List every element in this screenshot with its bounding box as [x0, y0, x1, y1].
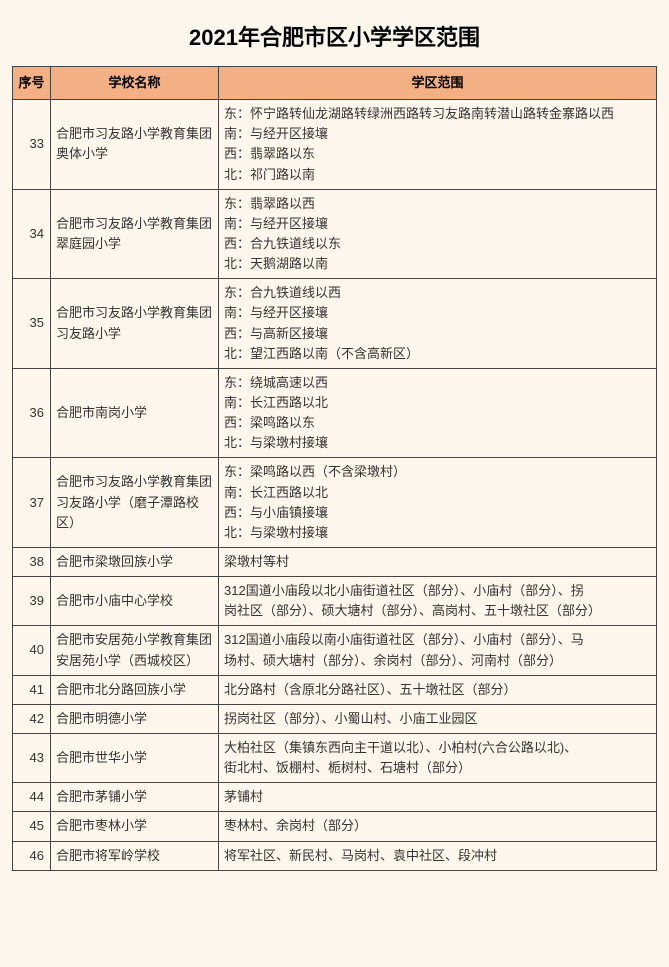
scope-line: 南：与经开区接壤 [224, 214, 651, 234]
cell-school-name: 合肥市习友路小学教育集团习友路小学（磨子潭路校区） [51, 458, 219, 548]
cell-district-scope: 东：梁鸣路以西（不含梁墩村）南：长江西路以北西：与小庙镇接壤北：与梁墩村接壤 [219, 458, 657, 548]
table-row: 38合肥市梁墩回族小学梁墩村等村 [13, 547, 657, 576]
scope-line: 西：合九铁道线以东 [224, 234, 651, 254]
cell-index: 33 [13, 100, 51, 190]
cell-district-scope: 北分路村（含原北分路社区）、五十墩社区（部分） [219, 675, 657, 704]
scope-line: 北：与梁墩村接壤 [224, 523, 651, 543]
scope-line: 312国道小庙段以北小庙街道社区（部分）、小庙村（部分）、拐 [224, 581, 651, 601]
scope-line: 拐岗社区（部分）、小蜀山村、小庙工业园区 [224, 709, 651, 729]
cell-index: 37 [13, 458, 51, 548]
table-row: 34合肥市习友路小学教育集团翠庭园小学东：翡翠路以西南：与经开区接壤西：合九铁道… [13, 189, 657, 279]
table-row: 44合肥市茅铺小学茅铺村 [13, 783, 657, 812]
cell-district-scope: 312国道小庙段以北小庙街道社区（部分）、小庙村（部分）、拐岗社区（部分）、硕大… [219, 577, 657, 626]
cell-district-scope: 将军社区、新民村、马岗村、袁中社区、段冲村 [219, 841, 657, 870]
cell-school-name: 合肥市习友路小学教育集团习友路小学 [51, 279, 219, 369]
cell-school-name: 合肥市习友路小学教育集团翠庭园小学 [51, 189, 219, 279]
scope-line: 西：与高新区接壤 [224, 324, 651, 344]
col-header-index: 序号 [13, 67, 51, 100]
cell-index: 46 [13, 841, 51, 870]
cell-school-name: 合肥市世华小学 [51, 733, 219, 782]
cell-district-scope: 东：合九铁道线以西南：与经开区接壤西：与高新区接壤北：望江西路以南（不含高新区） [219, 279, 657, 369]
school-districts-table: 序号 学校名称 学区范围 33合肥市习友路小学教育集团奥体小学东：怀宁路转仙龙湖… [12, 66, 657, 871]
scope-line: 西：与小庙镇接壤 [224, 503, 651, 523]
scope-line: 茅铺村 [224, 787, 651, 807]
cell-school-name: 合肥市茅铺小学 [51, 783, 219, 812]
scope-line: 南：长江西路以北 [224, 393, 651, 413]
scope-line: 东：梁鸣路以西（不含梁墩村） [224, 462, 651, 482]
scope-line: 将军社区、新民村、马岗村、袁中社区、段冲村 [224, 846, 651, 866]
page-title: 2021年合肥市区小学学区范围 [12, 20, 657, 52]
col-header-name: 学校名称 [51, 67, 219, 100]
scope-line: 南：与经开区接壤 [224, 303, 651, 323]
cell-district-scope: 枣林村、余岗村（部分） [219, 812, 657, 841]
scope-line: 西：翡翠路以东 [224, 144, 651, 164]
cell-index: 45 [13, 812, 51, 841]
scope-line: 街北村、饭棚村、栀树村、石塘村（部分） [224, 758, 651, 778]
table-row: 36合肥市南岗小学东：绕城高速以西南：长江西路以北西：梁鸣路以东北：与梁墩村接壤 [13, 368, 657, 458]
table-row: 43合肥市世华小学大柏社区（集镇东西向主干道以北）、小柏村(六合公路以北)、街北… [13, 733, 657, 782]
scope-line: 北分路村（含原北分路社区）、五十墩社区（部分） [224, 680, 651, 700]
scope-line: 北：天鹅湖路以南 [224, 254, 651, 274]
scope-line: 南：与经开区接壤 [224, 124, 651, 144]
cell-index: 40 [13, 626, 51, 675]
cell-district-scope: 东：绕城高速以西南：长江西路以北西：梁鸣路以东北：与梁墩村接壤 [219, 368, 657, 458]
cell-school-name: 合肥市枣林小学 [51, 812, 219, 841]
cell-district-scope: 东：翡翠路以西南：与经开区接壤西：合九铁道线以东北：天鹅湖路以南 [219, 189, 657, 279]
table-row: 45合肥市枣林小学枣林村、余岗村（部分） [13, 812, 657, 841]
cell-school-name: 合肥市梁墩回族小学 [51, 547, 219, 576]
cell-district-scope: 312国道小庙段以南小庙街道社区（部分）、小庙村（部分）、马场村、硕大塘村（部分… [219, 626, 657, 675]
cell-school-name: 合肥市习友路小学教育集团奥体小学 [51, 100, 219, 190]
table-row: 33合肥市习友路小学教育集团奥体小学东：怀宁路转仙龙湖路转绿洲西路转习友路南转潜… [13, 100, 657, 190]
cell-index: 44 [13, 783, 51, 812]
table-row: 46合肥市将军岭学校将军社区、新民村、马岗村、袁中社区、段冲村 [13, 841, 657, 870]
scope-line: 东：翡翠路以西 [224, 194, 651, 214]
scope-line: 东：合九铁道线以西 [224, 283, 651, 303]
cell-district-scope: 东：怀宁路转仙龙湖路转绿洲西路转习友路南转潜山路转金寨路以西南：与经开区接壤西：… [219, 100, 657, 190]
scope-line: 枣林村、余岗村（部分） [224, 816, 651, 836]
table-body: 33合肥市习友路小学教育集团奥体小学东：怀宁路转仙龙湖路转绿洲西路转习友路南转潜… [13, 100, 657, 871]
cell-index: 35 [13, 279, 51, 369]
cell-school-name: 合肥市小庙中心学校 [51, 577, 219, 626]
col-header-scope: 学区范围 [219, 67, 657, 100]
scope-line: 312国道小庙段以南小庙街道社区（部分）、小庙村（部分）、马 [224, 630, 651, 650]
scope-line: 大柏社区（集镇东西向主干道以北）、小柏村(六合公路以北)、 [224, 738, 651, 758]
cell-school-name: 合肥市明德小学 [51, 704, 219, 733]
table-row: 39合肥市小庙中心学校312国道小庙段以北小庙街道社区（部分）、小庙村（部分）、… [13, 577, 657, 626]
cell-index: 39 [13, 577, 51, 626]
table-row: 40合肥市安居苑小学教育集团安居苑小学（西城校区）312国道小庙段以南小庙街道社… [13, 626, 657, 675]
scope-line: 北：望江西路以南（不含高新区） [224, 344, 651, 364]
table-header-row: 序号 学校名称 学区范围 [13, 67, 657, 100]
scope-line: 岗社区（部分）、硕大塘村（部分）、高岗村、五十墩社区（部分） [224, 601, 651, 621]
cell-district-scope: 拐岗社区（部分）、小蜀山村、小庙工业园区 [219, 704, 657, 733]
cell-index: 43 [13, 733, 51, 782]
cell-district-scope: 茅铺村 [219, 783, 657, 812]
scope-line: 西：梁鸣路以东 [224, 413, 651, 433]
cell-school-name: 合肥市南岗小学 [51, 368, 219, 458]
table-row: 42合肥市明德小学拐岗社区（部分）、小蜀山村、小庙工业园区 [13, 704, 657, 733]
cell-school-name: 合肥市安居苑小学教育集团安居苑小学（西城校区） [51, 626, 219, 675]
cell-index: 36 [13, 368, 51, 458]
cell-school-name: 合肥市北分路回族小学 [51, 675, 219, 704]
scope-line: 东：怀宁路转仙龙湖路转绿洲西路转习友路南转潜山路转金寨路以西 [224, 104, 651, 124]
cell-school-name: 合肥市将军岭学校 [51, 841, 219, 870]
cell-district-scope: 梁墩村等村 [219, 547, 657, 576]
cell-index: 38 [13, 547, 51, 576]
table-row: 41合肥市北分路回族小学北分路村（含原北分路社区）、五十墩社区（部分） [13, 675, 657, 704]
cell-district-scope: 大柏社区（集镇东西向主干道以北）、小柏村(六合公路以北)、街北村、饭棚村、栀树村… [219, 733, 657, 782]
scope-line: 北：祁门路以南 [224, 165, 651, 185]
scope-line: 北：与梁墩村接壤 [224, 433, 651, 453]
scope-line: 南：长江西路以北 [224, 483, 651, 503]
table-row: 35合肥市习友路小学教育集团习友路小学东：合九铁道线以西南：与经开区接壤西：与高… [13, 279, 657, 369]
scope-line: 场村、硕大塘村（部分）、余岗村（部分）、河南村（部分） [224, 651, 651, 671]
table-row: 37合肥市习友路小学教育集团习友路小学（磨子潭路校区）东：梁鸣路以西（不含梁墩村… [13, 458, 657, 548]
scope-line: 东：绕城高速以西 [224, 373, 651, 393]
cell-index: 41 [13, 675, 51, 704]
cell-index: 34 [13, 189, 51, 279]
cell-index: 42 [13, 704, 51, 733]
scope-line: 梁墩村等村 [224, 552, 651, 572]
